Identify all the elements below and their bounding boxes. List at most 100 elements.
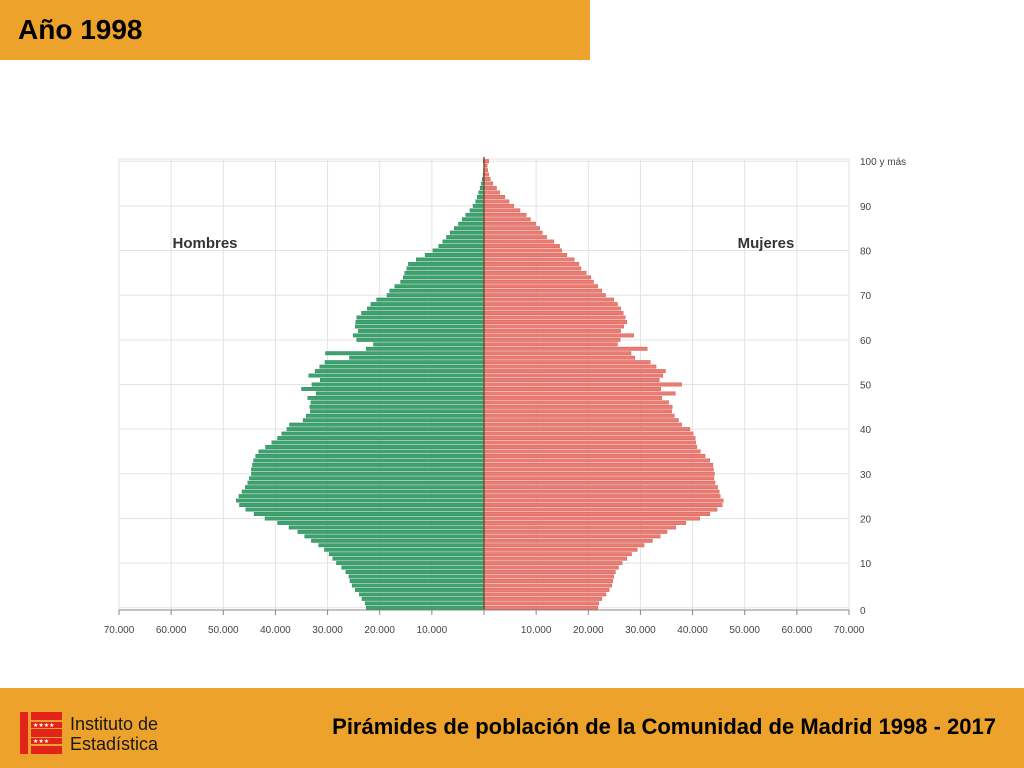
bar-women bbox=[483, 471, 715, 476]
bar-women bbox=[483, 391, 676, 396]
bar-men bbox=[324, 547, 485, 552]
bar-men bbox=[310, 409, 485, 414]
bar-men bbox=[349, 355, 485, 360]
bar-men bbox=[239, 503, 485, 507]
svg-text:★★★: ★★★ bbox=[33, 738, 49, 745]
bar-women bbox=[483, 596, 603, 601]
bar-men bbox=[252, 462, 485, 467]
bar-women bbox=[483, 244, 560, 249]
bar-men bbox=[348, 574, 485, 579]
bar-women bbox=[483, 239, 555, 244]
bar-women bbox=[483, 337, 621, 342]
bar-women bbox=[483, 387, 661, 391]
bar-women bbox=[483, 404, 673, 409]
bar-men bbox=[236, 498, 485, 503]
bar-women bbox=[483, 181, 494, 186]
bar-women bbox=[483, 409, 672, 414]
bar-women bbox=[483, 543, 645, 548]
bar-men bbox=[289, 422, 485, 427]
bar-women bbox=[483, 436, 696, 441]
y-tick-label: 10 bbox=[860, 559, 872, 570]
bar-women bbox=[483, 574, 615, 579]
bar-women bbox=[483, 373, 664, 378]
bar-women bbox=[483, 427, 691, 432]
bar-women bbox=[483, 230, 543, 235]
bar-women bbox=[483, 302, 618, 307]
bar-men bbox=[358, 328, 485, 333]
bar-men bbox=[328, 552, 485, 557]
bar-men bbox=[469, 208, 485, 213]
institute-name: Instituto de Estadística bbox=[70, 714, 158, 754]
x-tick-label-women: 70.000 bbox=[834, 625, 865, 636]
bar-women bbox=[483, 382, 682, 387]
bar-men bbox=[361, 596, 485, 601]
bar-women bbox=[483, 221, 536, 226]
bar-women bbox=[483, 503, 723, 507]
y-tick-label: 100 y más bbox=[860, 157, 906, 168]
bar-women bbox=[483, 266, 582, 271]
bar-men bbox=[364, 601, 485, 606]
bar-men bbox=[277, 520, 485, 525]
bar-women bbox=[483, 270, 587, 275]
bar-women bbox=[483, 592, 607, 597]
bar-women bbox=[483, 529, 668, 534]
bar-men bbox=[438, 244, 485, 249]
bar-women bbox=[483, 498, 724, 503]
bar-women bbox=[483, 400, 669, 405]
bar-women bbox=[483, 467, 714, 472]
y-tick-label: 40 bbox=[860, 425, 872, 436]
bar-men bbox=[310, 400, 485, 405]
bar-women bbox=[483, 235, 547, 240]
bar-men bbox=[241, 489, 485, 494]
bar-men bbox=[376, 297, 485, 302]
bar-women bbox=[483, 516, 701, 521]
bar-men bbox=[309, 404, 485, 409]
bar-men bbox=[478, 190, 485, 195]
bar-men bbox=[325, 351, 485, 356]
bar-women bbox=[483, 195, 506, 199]
bar-women bbox=[483, 284, 598, 289]
bar-men bbox=[365, 605, 485, 610]
y-tick-label: 60 bbox=[860, 336, 872, 347]
bar-men bbox=[365, 346, 485, 351]
bar-men bbox=[355, 320, 485, 324]
bar-men bbox=[356, 337, 485, 342]
bar-men bbox=[416, 257, 485, 262]
bar-men bbox=[315, 391, 485, 396]
bar-men bbox=[305, 413, 485, 418]
bar-men bbox=[389, 288, 485, 293]
bar-women bbox=[483, 538, 653, 543]
bar-women bbox=[483, 262, 580, 266]
bar-women bbox=[483, 253, 568, 257]
bar-women bbox=[483, 248, 562, 253]
bar-men bbox=[446, 235, 485, 240]
bar-women bbox=[483, 275, 592, 280]
bar-women bbox=[483, 489, 720, 494]
institute-name-line1: Instituto de bbox=[70, 714, 159, 734]
bar-women bbox=[483, 203, 514, 208]
bar-women bbox=[483, 445, 697, 449]
bar-men bbox=[251, 467, 485, 472]
y-tick-label: 30 bbox=[860, 470, 872, 481]
y-tick-label: 70 bbox=[860, 291, 872, 302]
bar-men bbox=[349, 579, 485, 583]
bar-men bbox=[258, 449, 485, 454]
bar-men bbox=[253, 458, 485, 463]
bar-women bbox=[483, 520, 686, 525]
x-tick-label-women: 30.000 bbox=[625, 625, 656, 636]
y-tick-label: 20 bbox=[860, 514, 872, 525]
bar-men bbox=[367, 306, 485, 311]
x-tick-label-men: 40.000 bbox=[260, 625, 291, 636]
bar-men bbox=[449, 230, 485, 235]
bar-men bbox=[249, 476, 485, 481]
bar-men bbox=[356, 315, 485, 320]
bar-men bbox=[308, 373, 485, 378]
bar-women bbox=[483, 552, 632, 557]
bar-women bbox=[483, 458, 710, 463]
bar-women bbox=[483, 512, 710, 516]
slide-title: Año 1998 bbox=[18, 14, 143, 45]
bar-women bbox=[483, 177, 491, 182]
bar-men bbox=[461, 217, 485, 222]
bar-women bbox=[483, 257, 575, 262]
x-tick-label-men: 30.000 bbox=[312, 625, 343, 636]
